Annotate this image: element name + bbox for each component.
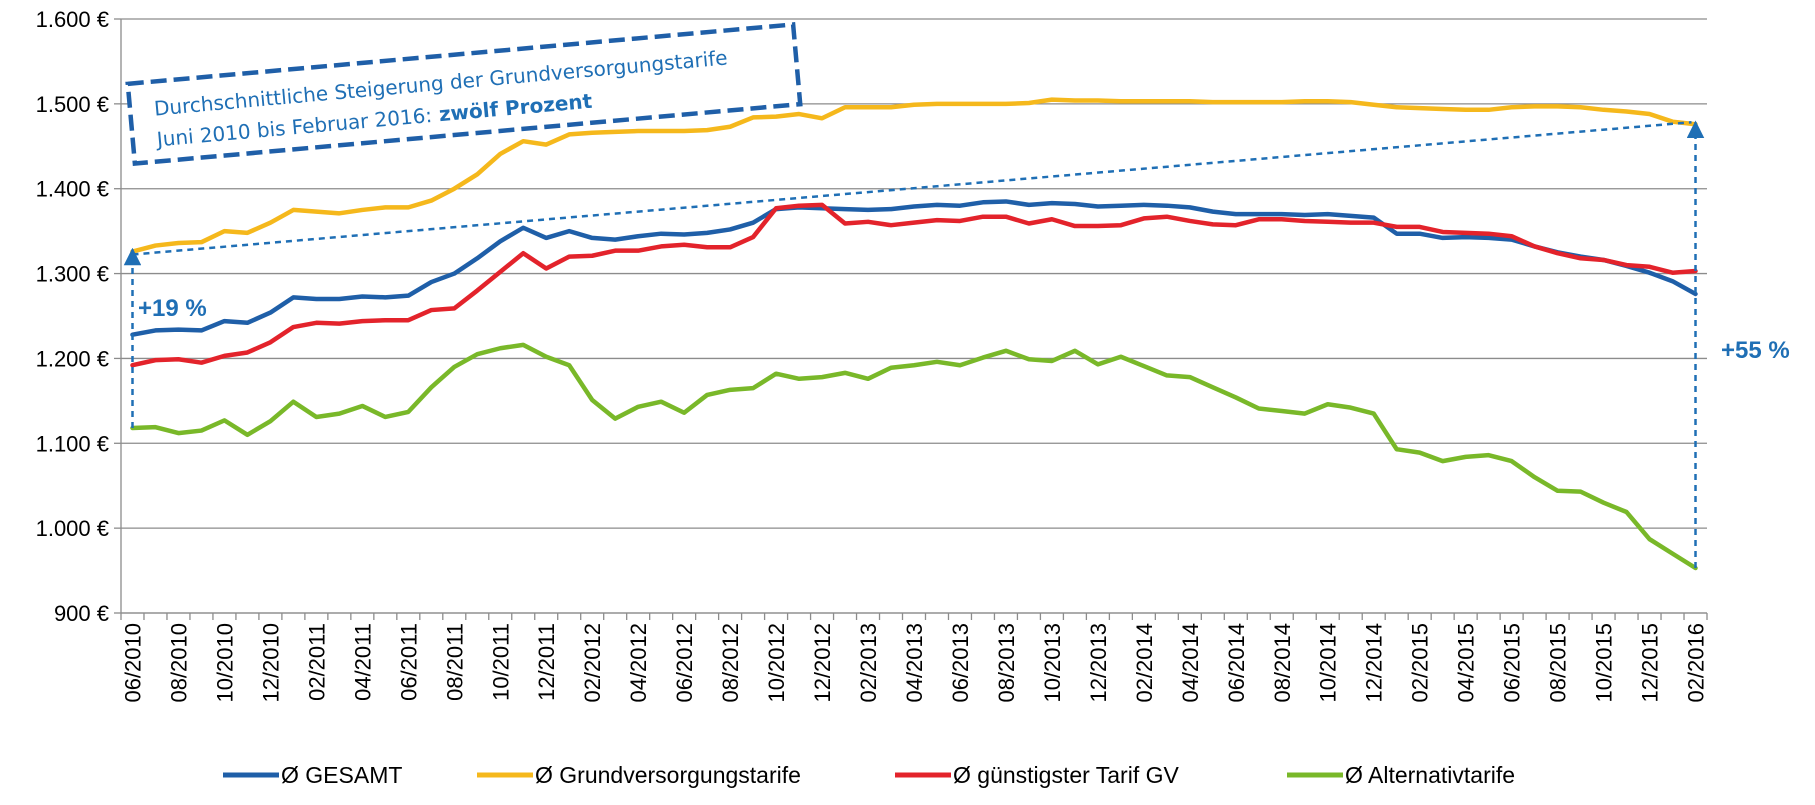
note-frame	[125, 22, 803, 166]
x-tick-label: 02/2011	[304, 623, 329, 701]
legend: Ø GESAMT Ø Grundversorgungstarife Ø günsti…	[223, 762, 1515, 788]
series	[130, 97, 1698, 571]
x-tick-label: 10/2013	[1040, 623, 1065, 703]
x-tick-label: 12/2011	[534, 623, 559, 701]
x-tick-label: 12/2012	[810, 623, 835, 703]
legend-label: Ø günstigster Tarif GV	[953, 762, 1179, 788]
x-tick-label: 06/2011	[396, 623, 421, 701]
trend-line	[132, 120, 1692, 256]
x-tick-label: 12/2013	[1086, 623, 1111, 703]
x-tick-label: 06/2012	[672, 623, 697, 703]
x-tick-label: 10/2010	[212, 623, 237, 703]
series-line	[130, 97, 1698, 254]
x-tick-label: 04/2014	[1178, 623, 1203, 703]
legend-label: Ø Grundversorgungstarife	[535, 762, 801, 788]
x-tick-label: 04/2013	[902, 623, 927, 703]
x-tick-label: 08/2014	[1270, 623, 1295, 703]
x-tick-label: 02/2013	[856, 623, 881, 703]
x-tick-label: 12/2015	[1638, 623, 1663, 703]
series-line	[130, 342, 1698, 571]
series-line	[130, 202, 1698, 368]
y-tick-label: 1.600 €	[36, 7, 109, 32]
series-line	[130, 199, 1698, 337]
x-tick-label: 12/2010	[258, 623, 283, 703]
x-tick-label: 04/2011	[350, 623, 375, 701]
y-tick-label: 1.000 €	[36, 516, 109, 541]
y-tick-label: 1.200 €	[36, 346, 109, 371]
right-label: +55 %	[1721, 337, 1790, 364]
x-tick-label: 08/2015	[1546, 623, 1571, 703]
y-tick-label: 1.500 €	[36, 92, 109, 117]
x-tick-label: 08/2012	[718, 623, 743, 703]
x-tick-label: 10/2014	[1316, 623, 1341, 703]
y-tick-label: 900 €	[54, 601, 109, 626]
x-tick-label: 04/2015	[1454, 623, 1479, 703]
x-tick-label: 08/2010	[166, 623, 191, 703]
x-tick-label: 06/2013	[948, 623, 973, 703]
legend-label: Ø GESAMT	[281, 762, 402, 788]
x-tick-label: 02/2016	[1684, 623, 1709, 703]
x-tick-label: 06/2014	[1224, 623, 1249, 703]
x-tick-label: 10/2012	[764, 623, 789, 703]
left-label: +19 %	[138, 295, 207, 322]
axes: 900 € 1.000 € 1.100 € 1.200 € 1.300 € 1.400 €…	[36, 7, 1709, 703]
x-tick-label: 04/2012	[626, 623, 651, 703]
x-tick-label: 12/2014	[1362, 623, 1387, 703]
x-tick-label: 08/2013	[994, 623, 1019, 703]
x-tick-label: 06/2010	[120, 623, 145, 703]
x-tick-label: 08/2011	[442, 623, 467, 701]
legend-label: Ø Alternativtarife	[1345, 762, 1515, 788]
y-tick-label: 1.300 €	[36, 262, 109, 287]
x-tick-label: 02/2015	[1408, 623, 1433, 703]
x-tick-label: 06/2015	[1500, 623, 1525, 703]
y-tick-label: 1.400 €	[36, 177, 109, 202]
x-tick-label: 02/2012	[580, 623, 605, 703]
x-tick-label: 02/2014	[1132, 623, 1157, 703]
x-tick-label: 10/2015	[1592, 623, 1617, 703]
note-box: Durchschnittliche Steigerung der Grundve…	[125, 22, 803, 166]
x-tick-label: 10/2011	[488, 623, 513, 701]
y-tick-label: 1.100 €	[36, 431, 109, 456]
